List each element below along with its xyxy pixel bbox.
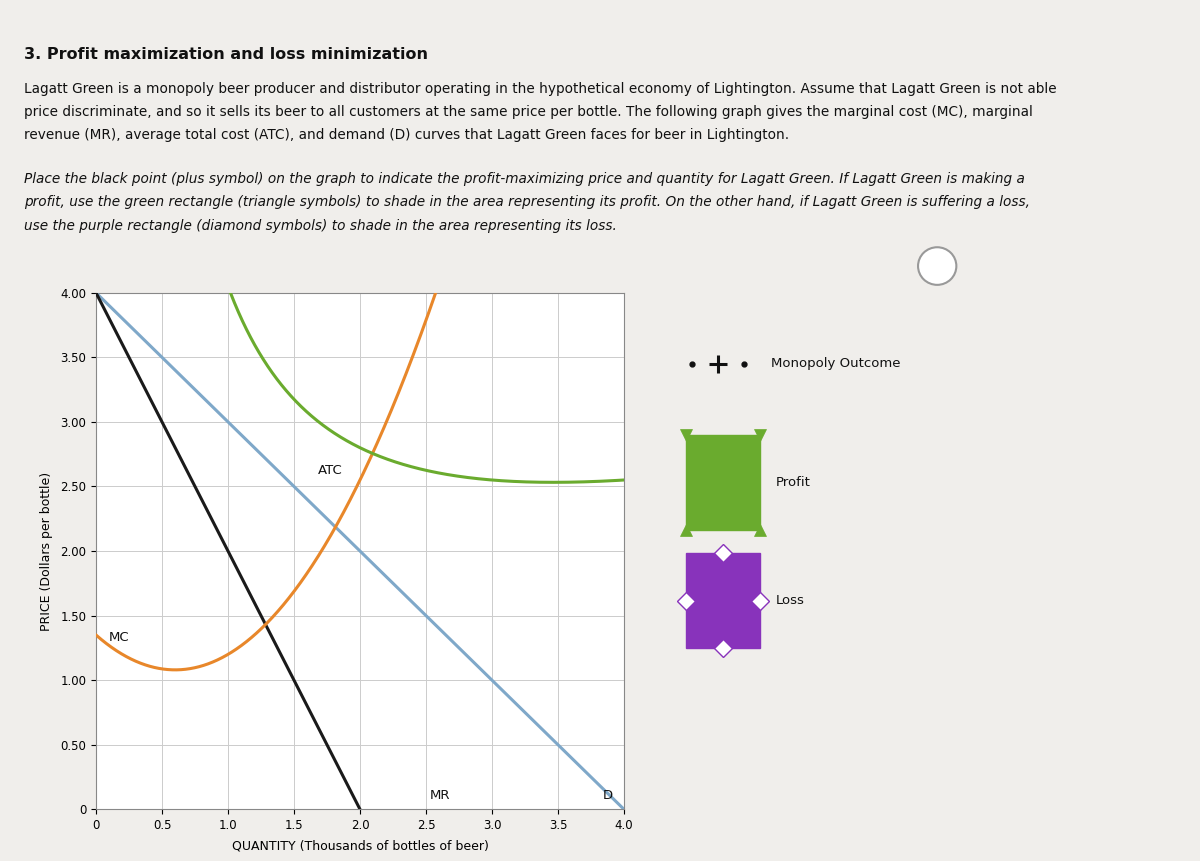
Bar xyxy=(686,435,761,530)
Text: D: D xyxy=(604,789,613,802)
Text: revenue (MR), average total cost (ATC), and demand (D) curves that Lagatt Green : revenue (MR), average total cost (ATC), … xyxy=(24,128,790,142)
Text: price discriminate, and so it sells its beer to all customers at the same price : price discriminate, and so it sells its … xyxy=(24,105,1033,119)
Bar xyxy=(686,554,761,648)
Text: ATC: ATC xyxy=(318,463,342,476)
X-axis label: QUANTITY (Thousands of bottles of beer): QUANTITY (Thousands of bottles of beer) xyxy=(232,839,488,852)
Text: Place the black point (plus symbol) on the graph to indicate the profit-maximizi: Place the black point (plus symbol) on t… xyxy=(24,172,1025,186)
Text: Profit: Profit xyxy=(776,475,811,489)
Text: 3. Profit maximization and loss minimization: 3. Profit maximization and loss minimiza… xyxy=(24,47,428,62)
Y-axis label: PRICE (Dollars per bottle): PRICE (Dollars per bottle) xyxy=(41,472,53,630)
Text: MR: MR xyxy=(430,789,450,802)
Text: Monopoly Outcome: Monopoly Outcome xyxy=(770,357,900,370)
Text: use the purple rectangle (diamond symbols) to shade in the area representing its: use the purple rectangle (diamond symbol… xyxy=(24,219,617,232)
Text: ?: ? xyxy=(932,257,942,275)
Text: MC: MC xyxy=(109,631,130,644)
Text: Loss: Loss xyxy=(776,594,805,607)
Text: profit, use the green rectangle (triangle symbols) to shade in the area represen: profit, use the green rectangle (triangl… xyxy=(24,195,1030,209)
Circle shape xyxy=(918,247,956,285)
Text: Lagatt Green is a monopoly beer producer and distributor operating in the hypoth: Lagatt Green is a monopoly beer producer… xyxy=(24,82,1057,96)
